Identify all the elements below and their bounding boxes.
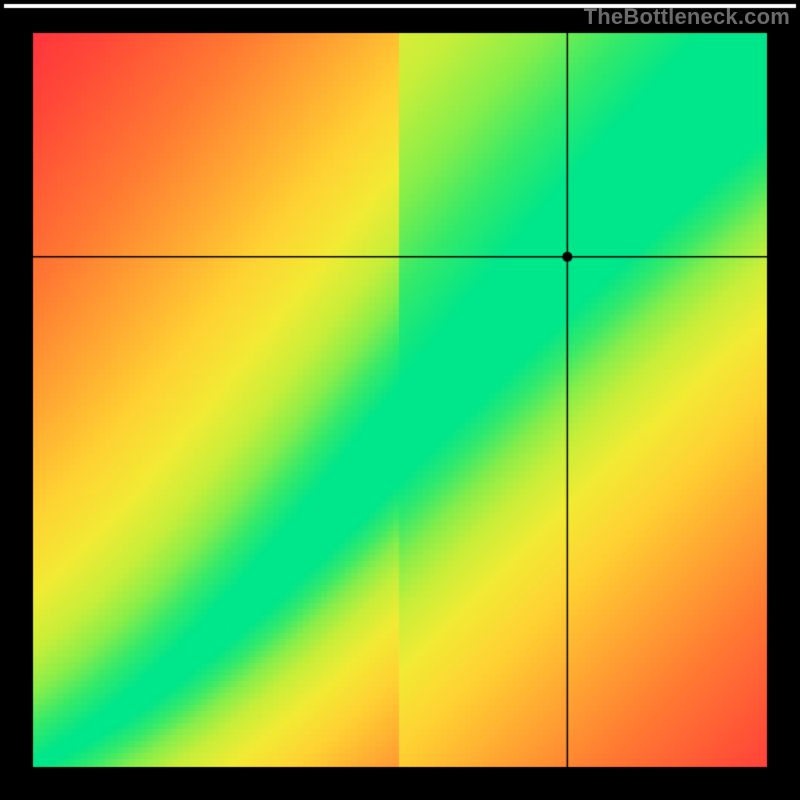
bottleneck-heatmap bbox=[0, 0, 800, 800]
watermark-text: TheBottleneck.com bbox=[584, 4, 790, 30]
